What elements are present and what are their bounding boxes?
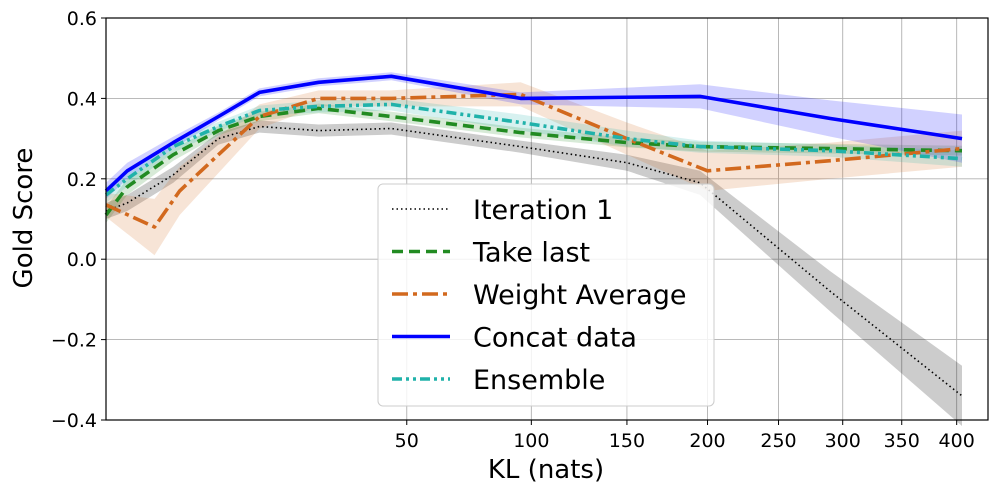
x-tick-label: 250 — [760, 430, 796, 452]
band-weight-average — [106, 82, 962, 256]
x-tick-label: 350 — [884, 430, 920, 452]
series-line-weight-average — [105, 92, 963, 229]
y-axis-title: Gold Score — [9, 148, 39, 289]
x-axis-title: KL (nats) — [488, 455, 604, 485]
x-tick-label: 150 — [609, 430, 645, 452]
x-tick-label: 200 — [689, 430, 725, 452]
x-tick-label: 300 — [825, 430, 861, 452]
y-tick-label: 0.4 — [67, 88, 97, 110]
legend-label-concat-data: Concat data — [473, 323, 637, 354]
y-tick-label: 0.0 — [67, 249, 97, 271]
x-tick-label: 400 — [939, 430, 975, 452]
plot-frame — [105, 17, 989, 421]
band-iteration-1 — [106, 120, 962, 426]
x-tick-label: 50 — [395, 430, 419, 452]
legend-label-weight-average: Weight Average — [473, 280, 687, 311]
axis-ticks: 50 100 150 200 250 300 350 400 −0.4 −0.2 0.0 0.2 0.4… — [51, 8, 975, 452]
legend-label-iteration-1: Iteration 1 — [473, 195, 613, 226]
legend-label-take-last: Take last — [472, 238, 590, 269]
legend-box — [377, 183, 715, 407]
y-tick-label: −0.2 — [51, 330, 97, 352]
series-line-iteration-1 — [105, 125, 963, 397]
x-tick-label: 100 — [513, 430, 549, 452]
y-tick-label: 0.2 — [67, 169, 97, 191]
y-tick-label: −0.4 — [51, 410, 97, 432]
legend: Iteration 1 Take last Weight Average Concat… — [377, 183, 715, 407]
legend-label-ensemble: Ensemble — [473, 365, 605, 396]
series-lines — [104, 74, 963, 397]
series-line-concat-data — [104, 74, 963, 193]
y-tick-label: 0.6 — [67, 8, 97, 30]
series-line-take-last — [104, 106, 963, 217]
band-ensemble — [106, 98, 962, 203]
